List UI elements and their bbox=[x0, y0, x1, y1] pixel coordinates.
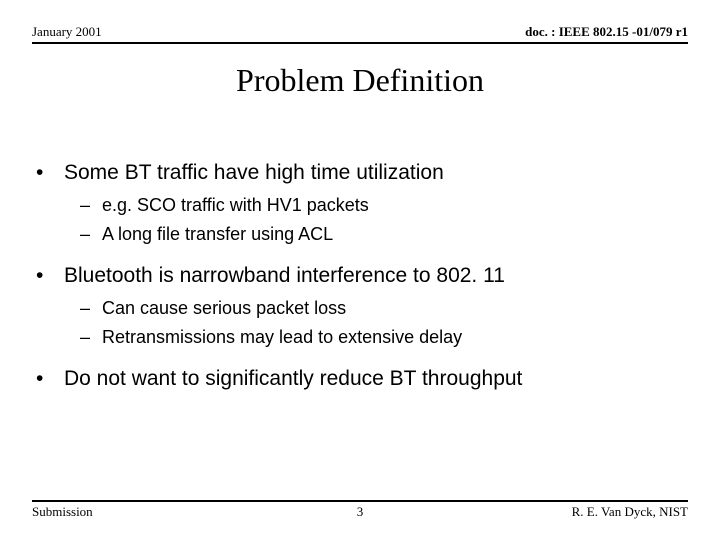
sub-bullet-item: – Can cause serious packet loss bbox=[80, 296, 688, 320]
header-date: January 2001 bbox=[32, 24, 102, 40]
sub-bullet-marker: – bbox=[80, 193, 102, 217]
bullet-group: • Do not want to significantly reduce BT… bbox=[36, 365, 688, 393]
slide-header: January 2001 doc. : IEEE 802.15 -01/079 … bbox=[32, 24, 688, 44]
sub-bullet-marker: – bbox=[80, 296, 102, 320]
slide-footer: Submission 3 R. E. Van Dyck, NIST bbox=[32, 500, 688, 520]
footer-page-number: 3 bbox=[357, 504, 364, 520]
bullet-item: • Some BT traffic have high time utiliza… bbox=[36, 159, 688, 187]
bullet-marker: • bbox=[36, 159, 64, 187]
sub-bullet-item: – Retransmissions may lead to extensive … bbox=[80, 325, 688, 349]
bullet-item: • Bluetooth is narrowband interference t… bbox=[36, 262, 688, 290]
bullet-text: Some BT traffic have high time utilizati… bbox=[64, 159, 688, 187]
bullet-item: • Do not want to significantly reduce BT… bbox=[36, 365, 688, 393]
bullet-group: • Some BT traffic have high time utiliza… bbox=[36, 159, 688, 246]
slide-content: • Some BT traffic have high time utiliza… bbox=[32, 159, 688, 393]
sub-bullet-item: – e.g. SCO traffic with HV1 packets bbox=[80, 193, 688, 217]
sub-bullet-marker: – bbox=[80, 222, 102, 246]
footer-left: Submission bbox=[32, 504, 93, 520]
sub-bullet-item: – A long file transfer using ACL bbox=[80, 222, 688, 246]
sub-bullet-marker: – bbox=[80, 325, 102, 349]
header-doc: doc. : IEEE 802.15 -01/079 r1 bbox=[525, 24, 688, 40]
bullet-text: Bluetooth is narrowband interference to … bbox=[64, 262, 688, 290]
sub-bullet-text: e.g. SCO traffic with HV1 packets bbox=[102, 193, 688, 217]
bullet-text: Do not want to significantly reduce BT t… bbox=[64, 365, 688, 393]
bullet-group: • Bluetooth is narrowband interference t… bbox=[36, 262, 688, 349]
sub-bullet-text: A long file transfer using ACL bbox=[102, 222, 688, 246]
sub-bullet-text: Can cause serious packet loss bbox=[102, 296, 688, 320]
sub-bullet-text: Retransmissions may lead to extensive de… bbox=[102, 325, 688, 349]
bullet-marker: • bbox=[36, 365, 64, 393]
footer-right: R. E. Van Dyck, NIST bbox=[572, 504, 688, 520]
slide-title: Problem Definition bbox=[32, 62, 688, 99]
bullet-marker: • bbox=[36, 262, 64, 290]
